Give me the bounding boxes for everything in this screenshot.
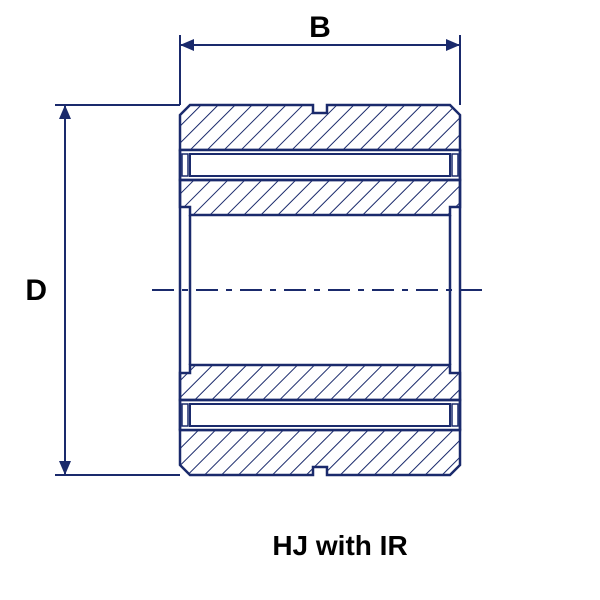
dimension-label-b: B — [309, 11, 331, 44]
roller-bottom — [190, 404, 450, 426]
outer-ring-top — [180, 105, 460, 150]
inner-ring-bottom — [180, 365, 460, 400]
diagram-title: HJ with IR — [272, 530, 407, 561]
arrowhead — [59, 461, 71, 475]
dimension-label-d: D — [25, 274, 47, 307]
roller-top — [190, 154, 450, 176]
arrowhead — [446, 39, 460, 51]
arrowhead — [59, 105, 71, 119]
inner-ring-top — [180, 180, 460, 215]
arrowhead — [180, 39, 194, 51]
outer-ring-bottom — [180, 430, 460, 475]
